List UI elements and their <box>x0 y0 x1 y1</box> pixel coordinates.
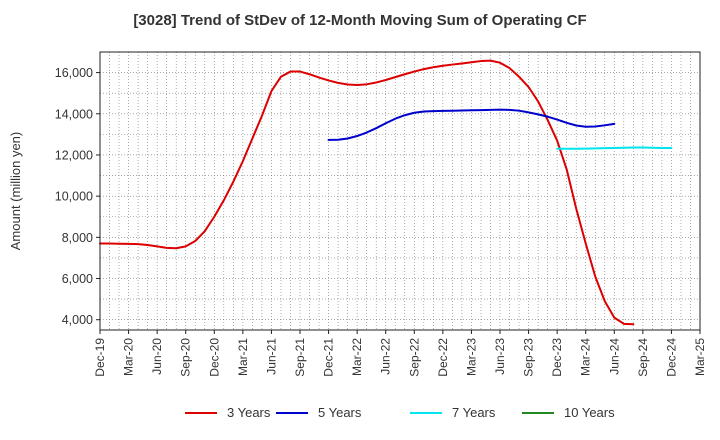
x-axis-ticks: Dec-19 Mar-20 Jun-20 Sep-20 Dec-20 Mar-21 Jun-… <box>93 330 707 377</box>
grid <box>100 51 700 330</box>
series-lines <box>99 59 673 326</box>
legend-swatch <box>276 411 308 414</box>
series-line-3-years <box>99 59 635 326</box>
x-tick-label: Mar-24 <box>579 338 593 376</box>
y-tick-label: 10,000 <box>55 190 93 204</box>
y-axis-ticks: 4,000 6,000 8,000 10,000 12,000 14,000 16,000 <box>55 66 100 327</box>
x-tick-label: Jun-23 <box>493 338 507 375</box>
legend-swatch <box>522 411 554 414</box>
x-tick-label: Mar-20 <box>122 338 136 376</box>
x-tick-label: Sep-20 <box>179 338 193 377</box>
legend-swatch <box>185 411 217 414</box>
x-tick-label: Jun-22 <box>379 338 393 375</box>
x-tick-label: Mar-22 <box>350 338 364 376</box>
x-tick-label: Sep-21 <box>293 338 307 377</box>
y-tick-label: 6,000 <box>62 272 93 286</box>
x-tick-label: Sep-23 <box>522 338 536 377</box>
x-tick-label: Dec-23 <box>550 338 564 377</box>
legend-item: 3 Years <box>185 405 270 420</box>
legend-swatch <box>410 411 442 414</box>
plot-background <box>100 52 700 330</box>
x-tick-label: Dec-20 <box>207 338 221 377</box>
series-line-7-years <box>556 146 673 150</box>
y-tick-label: 14,000 <box>55 107 93 121</box>
plot-frame <box>99 51 701 331</box>
x-tick-label: Mar-21 <box>236 338 250 376</box>
x-tick-label: Mar-23 <box>464 338 478 376</box>
legend-label: 3 Years <box>227 405 271 420</box>
y-axis-label: Amount (million yen) <box>8 132 23 251</box>
x-tick-label: Dec-21 <box>322 338 336 377</box>
legend-label: 7 Years <box>452 405 496 420</box>
y-tick-label: 16,000 <box>55 66 93 80</box>
legend-item: 7 Years <box>410 405 495 420</box>
legend-item: 5 Years <box>276 405 361 420</box>
x-tick-label: Dec-22 <box>436 338 450 377</box>
x-tick-label: Jun-20 <box>150 338 164 375</box>
legend-label: 10 Years <box>564 405 615 420</box>
x-tick-label: Sep-24 <box>636 338 650 377</box>
legend-label: 5 Years <box>318 405 362 420</box>
legend: 3 Years 5 Years 7 Years 10 Years <box>0 405 720 425</box>
series-line-5-years <box>327 108 616 141</box>
x-tick-label: Mar-25 <box>693 338 707 376</box>
y-tick-label: 4,000 <box>62 313 93 327</box>
legend-item: 10 Years <box>522 405 615 420</box>
y-tick-label: 12,000 <box>55 148 93 162</box>
chart-title: [3028] Trend of StDev of 12-Month Moving… <box>133 12 587 29</box>
y-tick-label: 8,000 <box>62 231 93 245</box>
x-tick-label: Sep-22 <box>407 338 421 377</box>
x-tick-label: Jun-21 <box>264 338 278 375</box>
x-tick-label: Jun-24 <box>607 338 621 375</box>
x-tick-label: Dec-19 <box>93 338 107 377</box>
x-tick-label: Dec-24 <box>664 338 678 377</box>
